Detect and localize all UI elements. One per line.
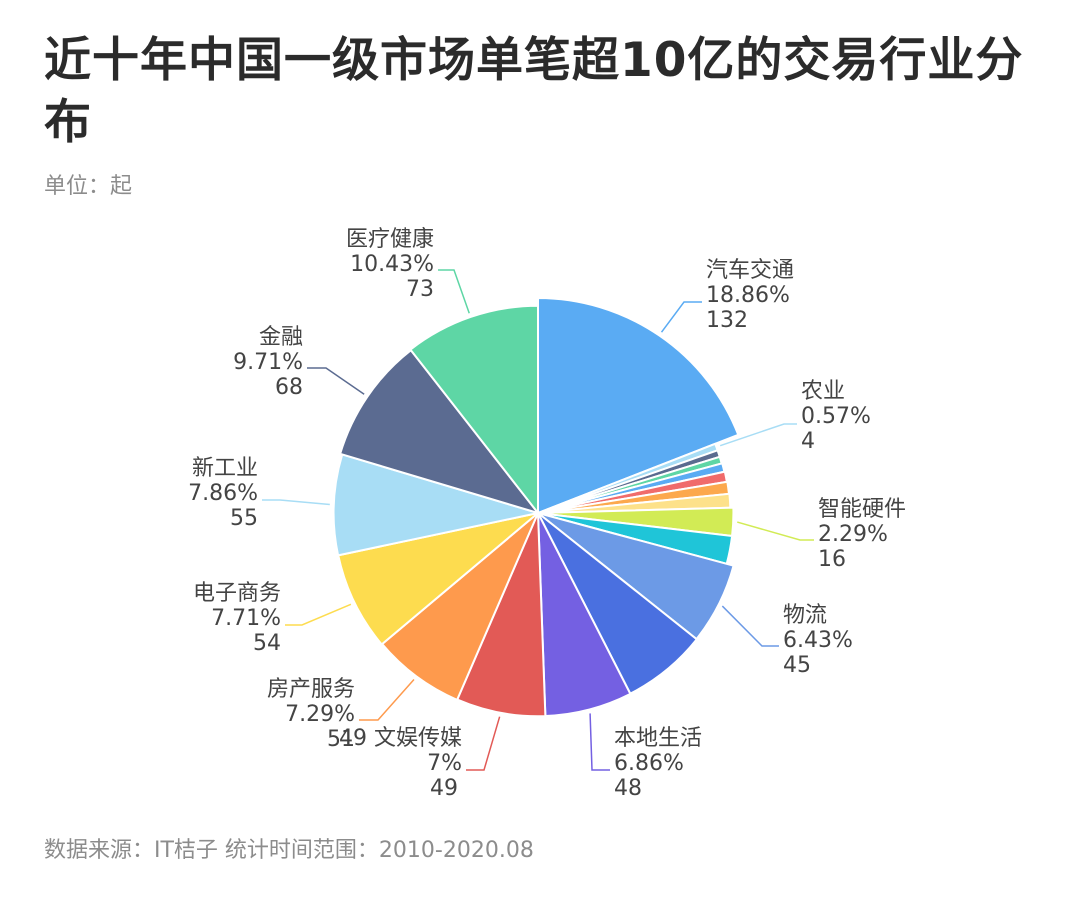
- leader-line-1: [719, 423, 797, 447]
- leader-line-18: [438, 269, 470, 314]
- label-pct-0: 18.86%: [706, 283, 790, 308]
- label-pct-10: 6.43%: [783, 628, 853, 653]
- label-pct-15: 7.71%: [211, 606, 281, 631]
- slice-0: [537, 297, 740, 514]
- label-pct-8: 2.29%: [818, 522, 888, 547]
- label-name-12: 本地生活: [614, 726, 702, 751]
- label-name-10: 物流: [783, 603, 827, 628]
- source-note: 数据来源：IT桔子 统计时间范围：2010-2020.08: [44, 838, 534, 863]
- label-value-13: 49: [430, 776, 458, 801]
- label-name-13: 49 文娱传媒: [339, 726, 462, 751]
- slice-18: [409, 304, 539, 514]
- leader-line-8: [737, 521, 814, 541]
- label-name-15: 电子商务: [193, 581, 281, 606]
- leader-line-15: [285, 603, 352, 626]
- label-name-18: 医疗健康: [346, 227, 434, 252]
- slice-labels-group: 汽车交通18.86%132农业0.57%4智能硬件2.29%16物流6.43%4…: [188, 227, 906, 801]
- leader-line-14: [359, 679, 415, 721]
- label-name-17: 金融: [259, 325, 303, 350]
- label-pct-16: 7.86%: [188, 481, 258, 506]
- leader-line-12: [589, 713, 610, 771]
- label-name-8: 智能硬件: [818, 497, 906, 522]
- label-name-16: 新工业: [192, 456, 258, 481]
- slice-15: [337, 512, 539, 646]
- leader-lines-group: [262, 269, 814, 771]
- leader-line-10: [721, 605, 779, 647]
- label-pct-12: 6.86%: [614, 751, 684, 776]
- leader-line-0: [660, 301, 702, 333]
- label-pct-17: 9.71%: [233, 350, 303, 375]
- slice-17: [339, 349, 539, 514]
- label-name-0: 汽车交通: [706, 258, 794, 283]
- leader-line-17: [307, 367, 365, 395]
- label-value-10: 45: [783, 653, 811, 678]
- label-value-16: 55: [230, 506, 258, 531]
- label-value-12: 48: [614, 776, 642, 801]
- label-value-14: 51: [327, 727, 355, 752]
- label-value-0: 132: [706, 308, 748, 333]
- label-value-18: 73: [406, 277, 434, 302]
- chart-title: 近十年中国一级市场单笔超10亿的交易行业分布: [44, 33, 1024, 150]
- label-value-1: 4: [801, 429, 815, 454]
- label-value-15: 54: [253, 631, 281, 656]
- leader-line-16: [262, 499, 330, 506]
- label-pct-1: 0.57%: [801, 404, 871, 429]
- label-name-14: 房产服务: [267, 677, 355, 702]
- label-pct-13: 7%: [427, 751, 462, 776]
- leader-line-13: [466, 716, 501, 771]
- label-pct-18: 10.43%: [350, 252, 434, 277]
- label-name-1: 农业: [801, 379, 845, 404]
- label-pct-14: 7.29%: [285, 702, 355, 727]
- unit-label: 单位：起: [44, 174, 133, 199]
- slice-16: [332, 453, 539, 557]
- label-value-8: 16: [818, 547, 846, 572]
- slices-group: [332, 297, 740, 718]
- label-value-17: 68: [275, 375, 303, 400]
